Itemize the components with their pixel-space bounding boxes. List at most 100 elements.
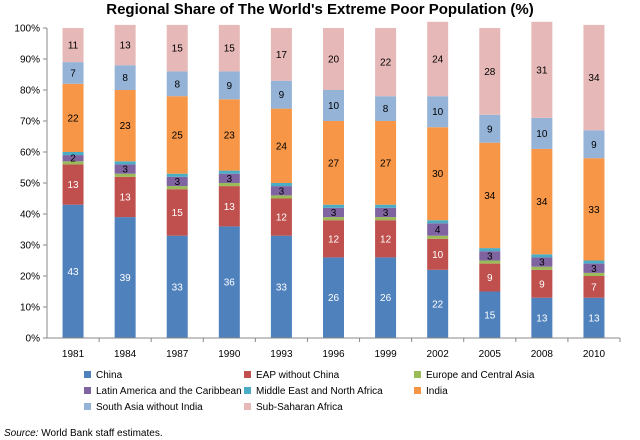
- legend-label: Middle East and North Africa: [256, 386, 383, 397]
- data-label: 27: [328, 158, 340, 169]
- bar-segment: [323, 220, 344, 258]
- bar-segment: [270, 186, 292, 196]
- source-label: Source:: [4, 428, 39, 439]
- bar-segment: [479, 248, 501, 252]
- bar-segment: [62, 164, 84, 205]
- x-tick-label: 1981: [62, 349, 85, 360]
- data-label: 20: [328, 55, 340, 66]
- bar-segment: [375, 217, 397, 221]
- legend-item: China: [84, 370, 122, 382]
- data-label: 26: [328, 293, 340, 304]
- source-note: Source: World Bank staff estimates.: [4, 428, 163, 440]
- x-tick-label: 1993: [270, 349, 293, 360]
- data-label: 27: [380, 158, 392, 169]
- y-axis: 0% 10% 20% 30% 40% 50% 60% 70% 80% 90% 100%: [14, 24, 48, 345]
- bar-segment: [323, 217, 344, 221]
- data-label: 9: [591, 140, 597, 151]
- bar-segment: [531, 254, 553, 258]
- x-tick-label: 1990: [218, 349, 241, 360]
- bar-segment: [218, 183, 240, 187]
- legend-label: India: [426, 386, 448, 397]
- bar-segment: [218, 186, 240, 227]
- data-label: 24: [276, 141, 288, 152]
- bar-segment: [531, 148, 553, 255]
- bar-segment: [479, 291, 501, 338]
- data-label: 23: [224, 130, 236, 141]
- legend-label: EAP without China: [256, 370, 340, 381]
- data-label: 3: [122, 165, 128, 176]
- bar-segment: [166, 173, 188, 177]
- bar-segment: [114, 161, 136, 165]
- x-tick-label: 2005: [479, 349, 502, 360]
- data-label: 13: [67, 180, 79, 191]
- bar-segment: [166, 176, 188, 187]
- legend-item: Latin America and the Caribbean: [84, 386, 242, 398]
- data-label: 34: [536, 197, 548, 208]
- legend-item: Sub-Saharan Africa: [244, 402, 343, 414]
- bar-segment: [583, 130, 605, 159]
- bar-segment: [62, 83, 84, 152]
- data-label: 3: [174, 177, 180, 188]
- x-tick-label: 1999: [374, 349, 397, 360]
- y-tick-label: 20%: [20, 272, 40, 283]
- legend-item: Middle East and North Africa: [244, 386, 383, 398]
- bar-segment: [270, 183, 292, 187]
- legend-item: EAP without China: [244, 370, 339, 382]
- x-tick-label: 2010: [583, 349, 606, 360]
- bar-segment: [166, 96, 188, 174]
- bar-segment: [531, 117, 553, 149]
- bar-segment: [479, 142, 501, 249]
- data-label: 7: [70, 68, 76, 79]
- y-tick-label: 10%: [20, 303, 40, 314]
- y-tick-label: 100%: [14, 24, 40, 35]
- data-label: 22: [67, 113, 79, 124]
- data-label: 17: [276, 50, 288, 61]
- data-label: 3: [279, 186, 285, 197]
- bar-segment: [218, 24, 240, 72]
- data-label: 33: [172, 282, 184, 293]
- bar-segment: [166, 24, 188, 72]
- bar-segment: [166, 71, 188, 97]
- bar-segment: [270, 80, 292, 109]
- data-label: 9: [487, 273, 493, 284]
- bar-segment: [583, 24, 605, 131]
- bar-segment: [218, 99, 240, 171]
- data-label: 33: [276, 282, 288, 293]
- data-label: 3: [539, 258, 545, 269]
- legend-swatch: [414, 371, 421, 378]
- bar-segment: [323, 28, 344, 90]
- data-labels-group: 4313222711391332381333153258153613323915…: [67, 41, 599, 325]
- bar-segment: [114, 164, 136, 174]
- bar-segment: [166, 186, 188, 190]
- legend-item: India: [414, 386, 448, 398]
- bar-segment: [218, 170, 240, 174]
- bar-segment: [323, 121, 344, 205]
- data-label: 13: [588, 313, 600, 324]
- bar-segment: [479, 260, 501, 264]
- bar-segment: [427, 269, 449, 338]
- bar-segment: [166, 189, 188, 236]
- legend-label: Europe and Central Asia: [426, 370, 535, 381]
- bar-segment: [427, 223, 449, 236]
- data-label: 15: [172, 44, 184, 55]
- data-label: 3: [383, 208, 389, 219]
- bar-segment: [427, 235, 449, 239]
- bar-segment: [583, 276, 605, 298]
- data-label: 13: [224, 202, 236, 213]
- bar-segment: [62, 155, 84, 162]
- bar-segment: [62, 204, 84, 338]
- data-label: 8: [174, 79, 180, 90]
- bar-segment: [323, 257, 344, 338]
- bar-segment: [114, 90, 136, 162]
- data-label: 22: [380, 58, 392, 69]
- x-tick-label: 2008: [531, 349, 554, 360]
- bar-segment: [531, 269, 553, 298]
- data-label: 9: [487, 124, 493, 135]
- data-label: 9: [227, 81, 233, 92]
- bar-segment: [427, 21, 449, 97]
- bar-segment: [166, 235, 188, 338]
- data-label: 10: [536, 129, 548, 140]
- data-label: 9: [279, 90, 285, 101]
- bar-segment: [375, 257, 397, 338]
